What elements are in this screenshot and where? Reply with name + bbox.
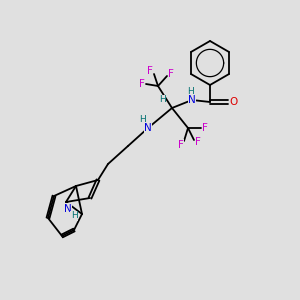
Text: H: H	[188, 88, 194, 97]
Text: F: F	[139, 79, 145, 89]
Text: H: H	[70, 212, 77, 220]
Text: F: F	[147, 66, 153, 76]
Text: F: F	[168, 69, 174, 79]
Text: N: N	[144, 123, 152, 133]
Text: H: H	[159, 95, 165, 104]
Text: O: O	[230, 97, 238, 107]
Text: F: F	[202, 123, 208, 133]
Text: N: N	[64, 204, 72, 214]
Text: F: F	[178, 140, 184, 150]
Text: H: H	[139, 116, 145, 124]
Text: F: F	[195, 137, 201, 147]
Text: N: N	[188, 95, 196, 105]
